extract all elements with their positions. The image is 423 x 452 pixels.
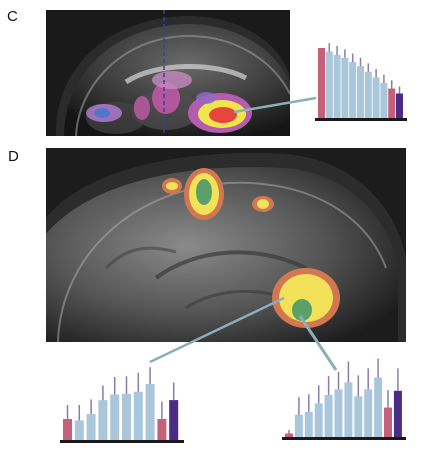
bar bbox=[388, 88, 396, 118]
bar bbox=[318, 48, 325, 118]
bar bbox=[157, 419, 167, 440]
connector-line-c bbox=[233, 96, 317, 114]
bar bbox=[349, 62, 357, 118]
bar-chart-d-left bbox=[60, 367, 184, 443]
bar bbox=[393, 390, 402, 437]
chart-baseline bbox=[315, 118, 407, 121]
bar bbox=[74, 420, 84, 440]
bar bbox=[334, 389, 343, 437]
chart-baseline bbox=[282, 437, 406, 440]
bar-charts bbox=[60, 43, 407, 443]
panel-label-c: C bbox=[7, 8, 18, 25]
bar bbox=[169, 400, 179, 440]
bar bbox=[325, 51, 333, 118]
chart-baseline bbox=[60, 440, 184, 443]
bar bbox=[314, 403, 323, 437]
bar bbox=[98, 400, 108, 440]
bar bbox=[110, 394, 120, 440]
bar bbox=[63, 419, 72, 440]
bar bbox=[304, 411, 313, 437]
panel-label-d: D bbox=[8, 148, 19, 165]
bar bbox=[341, 57, 349, 118]
bar bbox=[285, 433, 293, 437]
bar bbox=[357, 66, 364, 118]
bar bbox=[380, 83, 388, 118]
connector-line-d-left bbox=[149, 296, 285, 364]
connector-line-d-right bbox=[298, 315, 338, 371]
sagittal-brain-image-c bbox=[46, 10, 290, 136]
bar-chart-c bbox=[315, 43, 407, 121]
bar-chart-d-right bbox=[282, 358, 406, 440]
bar bbox=[364, 71, 372, 118]
bar bbox=[133, 391, 143, 440]
bar bbox=[333, 55, 341, 118]
bar bbox=[372, 77, 380, 118]
bar bbox=[384, 407, 392, 437]
bar bbox=[145, 384, 155, 440]
sagittal-brain-image-d bbox=[46, 148, 406, 342]
bar bbox=[294, 414, 303, 437]
bar bbox=[344, 382, 353, 437]
bar bbox=[364, 389, 373, 437]
bar bbox=[324, 395, 333, 437]
bar bbox=[86, 414, 96, 440]
bar bbox=[374, 377, 383, 437]
bar bbox=[122, 393, 131, 440]
bar bbox=[354, 396, 363, 437]
bar bbox=[396, 93, 403, 118]
